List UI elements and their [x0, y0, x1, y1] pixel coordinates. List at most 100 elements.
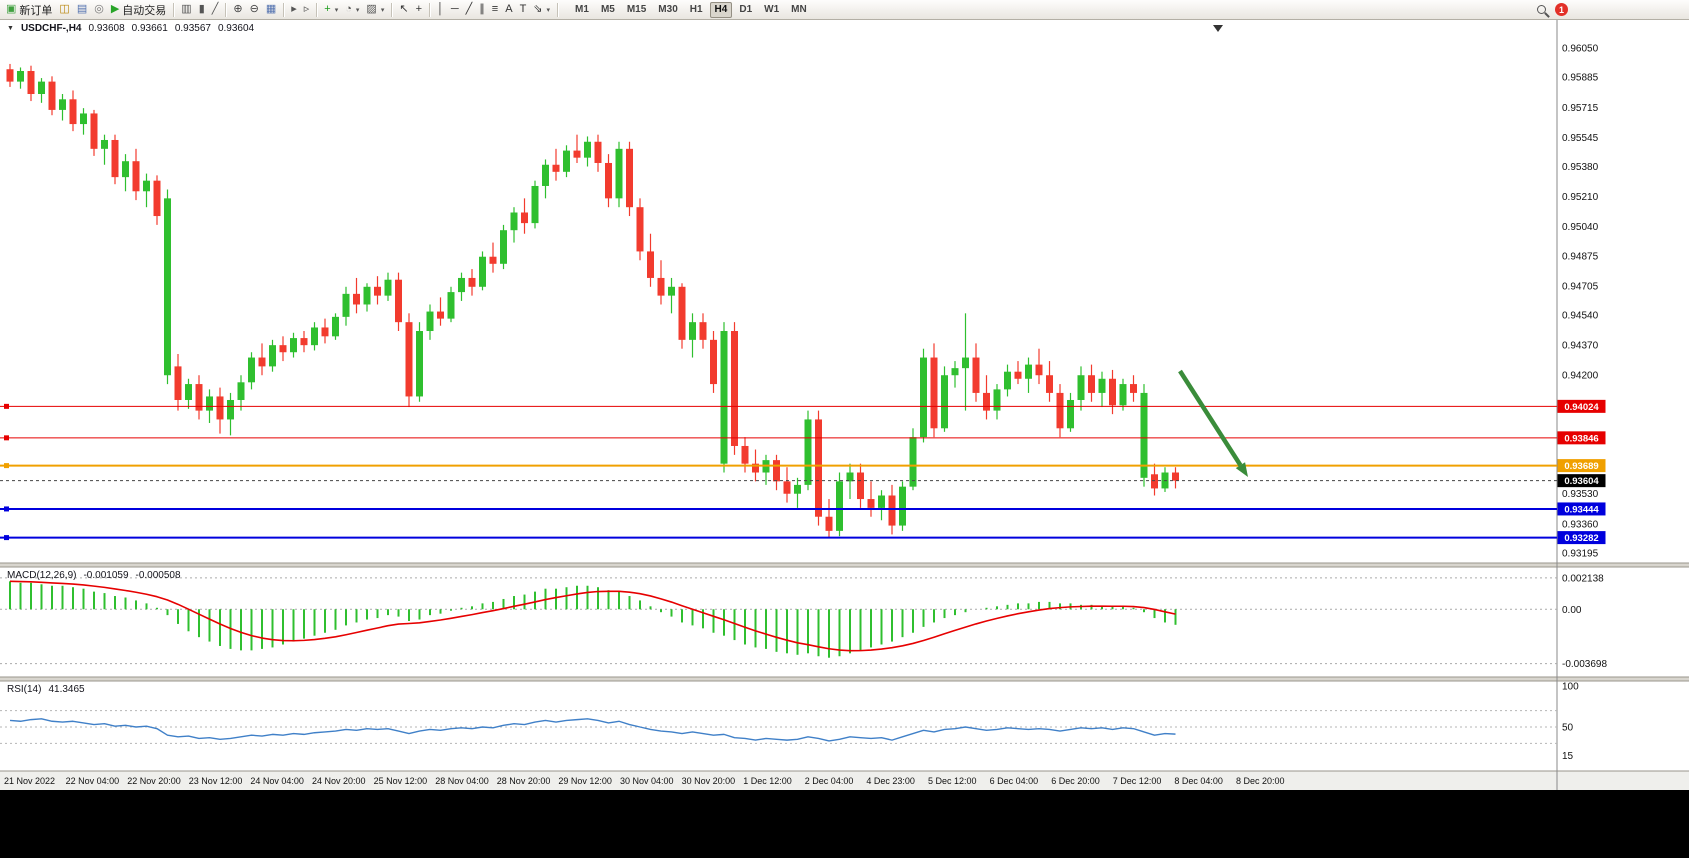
timeframe-d1[interactable]: D1 — [734, 2, 757, 18]
autotrade-button-label: 自动交易 — [122, 4, 167, 17]
zoom-out-icon[interactable]: ⊖ — [247, 1, 262, 18]
text-icon[interactable]: A — [502, 1, 515, 18]
line-chart-icon[interactable]: ╱ — [209, 1, 222, 18]
time-axis[interactable]: 21 Nov 2022 22 Nov 04:00 22 Nov 20:00 23 No… — [4, 776, 1285, 786]
new-order-button[interactable]: ▣ 新订单 — [3, 1, 55, 18]
svg-text:0.93282: 0.93282 — [1564, 533, 1598, 544]
timeframe-m30[interactable]: M30 — [653, 2, 682, 18]
tile-windows-icon-icon: ▦ — [265, 3, 277, 15]
current-price-tag: 0.93604 — [1564, 476, 1599, 487]
timeframe-m15[interactable]: M15 — [622, 2, 651, 18]
timeframe-h4[interactable]: H4 — [709, 1, 733, 18]
profiles-icon[interactable]: ▤ — [74, 1, 90, 18]
fibonacci-icon-icon: ≡ — [491, 3, 499, 15]
new-order-button-label: 新订单 — [19, 4, 53, 17]
svg-text:0.93444: 0.93444 — [1564, 504, 1599, 515]
profiles-icon-icon: ▤ — [76, 3, 88, 15]
svg-text:22 Nov 04:00: 22 Nov 04:00 — [66, 776, 120, 786]
svg-text:8 Dec 20:00: 8 Dec 20:00 — [1236, 776, 1285, 786]
svg-text:24 Nov 04:00: 24 Nov 04:00 — [250, 776, 304, 786]
auto-scroll-icon-icon: ▸ — [291, 3, 297, 15]
svg-text:6 Dec 20:00: 6 Dec 20:00 — [1051, 776, 1100, 786]
line-anchor[interactable] — [4, 535, 9, 541]
bars-chart-icon[interactable]: ▥ — [178, 1, 194, 18]
dropdown-arrow-icon: ▾ — [546, 6, 551, 14]
timeframe-w1[interactable]: W1 — [759, 2, 784, 18]
rsi-label: RSI(14) — [7, 684, 42, 695]
timeframe-h1[interactable]: H1 — [685, 2, 708, 18]
autotrade-button[interactable]: ▶ 自动交易 — [108, 1, 169, 18]
chart-shift-icon-icon: ▹ — [303, 3, 310, 15]
horizontal-line-icon[interactable]: ─ — [448, 1, 462, 18]
panel-splitter[interactable] — [0, 563, 1689, 567]
new-order-icon: ▣ — [6, 3, 17, 15]
svg-text:0.95545: 0.95545 — [1562, 133, 1599, 144]
zoom-in-icon[interactable]: ⊕ — [230, 1, 245, 18]
macd-label: MACD(12,26,9) — [7, 570, 77, 581]
time-axis-strip[interactable] — [0, 771, 1689, 790]
panel-splitter[interactable] — [0, 677, 1689, 681]
bars-chart-icon-icon: ▥ — [181, 3, 192, 15]
arrows-button[interactable]: ⇘ ▾ — [530, 1, 553, 18]
svg-text:28 Nov 20:00: 28 Nov 20:00 — [497, 776, 551, 786]
svg-text:50: 50 — [1562, 723, 1574, 734]
one-click-trading-icon[interactable]: ▼ — [7, 25, 14, 32]
chart-background — [0, 20, 1689, 771]
macd-value-main: -0.001059 — [83, 570, 129, 581]
chart-shift-marker[interactable] — [1213, 25, 1223, 32]
tile-windows-icon[interactable]: ▦ — [263, 1, 279, 18]
macd-value-signal: -0.000508 — [135, 570, 181, 581]
zoom-in-icon-icon: ⊕ — [233, 3, 243, 15]
macd-panel: 0.002138 0.00 -0.003698 — [0, 573, 1607, 670]
periods-button[interactable]: ◔ ▾ — [342, 1, 362, 18]
line-anchor[interactable] — [4, 463, 9, 469]
crosshair-icon[interactable]: + — [413, 1, 425, 18]
svg-text:0.94370: 0.94370 — [1562, 341, 1599, 352]
trendline-icon[interactable]: ╱ — [463, 1, 476, 18]
vertical-line-icon[interactable]: │ — [434, 1, 447, 18]
toolbar-separator — [391, 2, 393, 17]
line-anchor[interactable] — [4, 403, 9, 409]
auto-scroll-icon[interactable]: ▸ — [288, 1, 300, 18]
price-axis[interactable]: 0.96050 0.95885 0.95715 0.95545 0.95380 0.952… — [1562, 44, 1599, 560]
indicators-button[interactable]: + ▾ — [321, 1, 341, 18]
svg-text:0.94540: 0.94540 — [1562, 311, 1599, 322]
svg-text:0.93360: 0.93360 — [1562, 519, 1599, 530]
macd-histogram — [9, 581, 1177, 658]
rsi-value: 41.3465 — [48, 684, 85, 695]
timeframe-m1[interactable]: M1 — [570, 2, 594, 18]
candles-chart-icon[interactable]: ▮ — [196, 1, 208, 18]
templates-button[interactable]: ▨ ▾ — [363, 1, 387, 18]
periods-icon: ◔ — [345, 3, 352, 15]
svg-text:25 Nov 12:00: 25 Nov 12:00 — [374, 776, 428, 786]
ohlc-high: 0.93661 — [131, 23, 168, 34]
dropdown-arrow-icon: ▾ — [355, 6, 360, 14]
timeframe-m5[interactable]: M5 — [596, 2, 620, 18]
ohlc-close: 0.93604 — [217, 23, 255, 34]
refresh-icon[interactable]: ◎ — [91, 1, 107, 18]
chart-shift-icon[interactable]: ▹ — [301, 1, 313, 18]
line-anchor[interactable] — [4, 435, 9, 441]
trend-arrow[interactable] — [1178, 369, 1243, 467]
cursor-icon[interactable]: ↖ — [396, 1, 411, 18]
toolbar-separator — [429, 2, 430, 17]
svg-text:0.95715: 0.95715 — [1562, 103, 1599, 114]
equidistant-channel-icon[interactable]: ∥ — [476, 1, 488, 18]
timeframe-mn[interactable]: MN — [786, 2, 812, 18]
indicators-icon: + — [324, 3, 331, 15]
trend-arrow-head[interactable] — [1235, 462, 1248, 477]
search-icon[interactable] — [1537, 5, 1546, 14]
svg-text:-0.003698: -0.003698 — [1562, 659, 1607, 670]
bottom-black-bar — [0, 790, 1689, 858]
label-icon[interactable]: T — [517, 1, 530, 18]
svg-text:0.93530: 0.93530 — [1562, 489, 1599, 500]
charts-icon[interactable]: ◫ — [56, 1, 72, 18]
line-anchor[interactable] — [4, 506, 9, 512]
notification-badge[interactable]: 1 — [1555, 3, 1568, 16]
arrows-icon: ⇘ — [533, 3, 543, 15]
horizontal-line-icon-icon: ─ — [450, 3, 459, 15]
svg-text:0.00: 0.00 — [1562, 605, 1582, 616]
svg-text:0.002138: 0.002138 — [1562, 573, 1604, 584]
fibonacci-icon[interactable]: ≡ — [489, 1, 501, 18]
